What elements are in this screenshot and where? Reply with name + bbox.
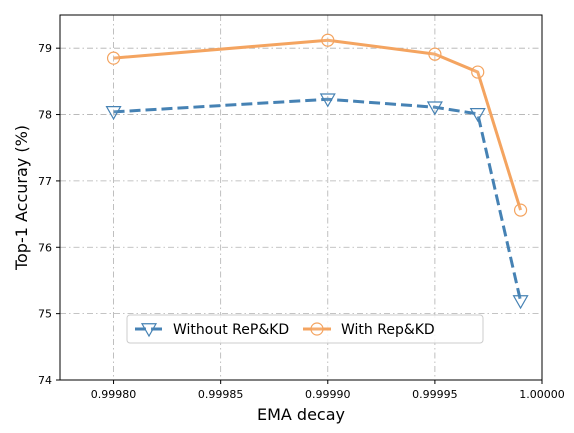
legend-label: With Rep&KD bbox=[341, 322, 435, 338]
data-point bbox=[512, 295, 529, 310]
x-tick-label: 1.00000 bbox=[519, 388, 565, 401]
x-axis-label: EMA decay bbox=[257, 405, 345, 424]
legend-label: Without ReP&KD bbox=[173, 322, 289, 338]
plot-frame bbox=[59, 14, 543, 381]
legend-entry: With Rep&KD bbox=[303, 322, 435, 338]
data-point bbox=[469, 108, 486, 123]
data-point bbox=[513, 203, 528, 217]
series-2 bbox=[106, 33, 528, 217]
x-axis: 0.99980 0.99985 0.99990 0.99995 1.00000 bbox=[91, 380, 565, 401]
data-point bbox=[106, 51, 121, 65]
legend: Without ReP&KD With Rep&KD bbox=[126, 314, 484, 344]
y-axis: 74 75 76 77 78 79 bbox=[38, 42, 60, 387]
legend-entry: Without ReP&KD bbox=[135, 322, 289, 338]
data-point bbox=[426, 101, 443, 116]
data-point bbox=[471, 65, 485, 79]
data-point bbox=[105, 106, 122, 121]
y-tick-label: 74 bbox=[38, 374, 52, 387]
y-tick-label: 78 bbox=[38, 109, 52, 122]
series-line bbox=[113, 97, 523, 302]
series-line bbox=[113, 38, 523, 211]
series-group bbox=[105, 33, 529, 310]
y-tick-label: 75 bbox=[38, 308, 52, 321]
data-point bbox=[319, 93, 336, 108]
data-point bbox=[428, 47, 442, 61]
data-point bbox=[310, 322, 324, 336]
x-tick-label: 0.99995 bbox=[412, 388, 458, 401]
y-tick-label: 76 bbox=[38, 241, 52, 254]
y-tick-label: 77 bbox=[38, 175, 52, 188]
data-point bbox=[321, 33, 335, 47]
data-point bbox=[140, 323, 158, 338]
y-tick-label: 79 bbox=[38, 42, 52, 55]
series-1 bbox=[105, 93, 529, 310]
x-tick-label: 0.99980 bbox=[91, 388, 137, 401]
x-tick-label: 0.99985 bbox=[198, 388, 244, 401]
x-tick-label: 0.99990 bbox=[305, 388, 351, 401]
y-axis-label: Top-1 Accuray (%) bbox=[12, 125, 31, 271]
